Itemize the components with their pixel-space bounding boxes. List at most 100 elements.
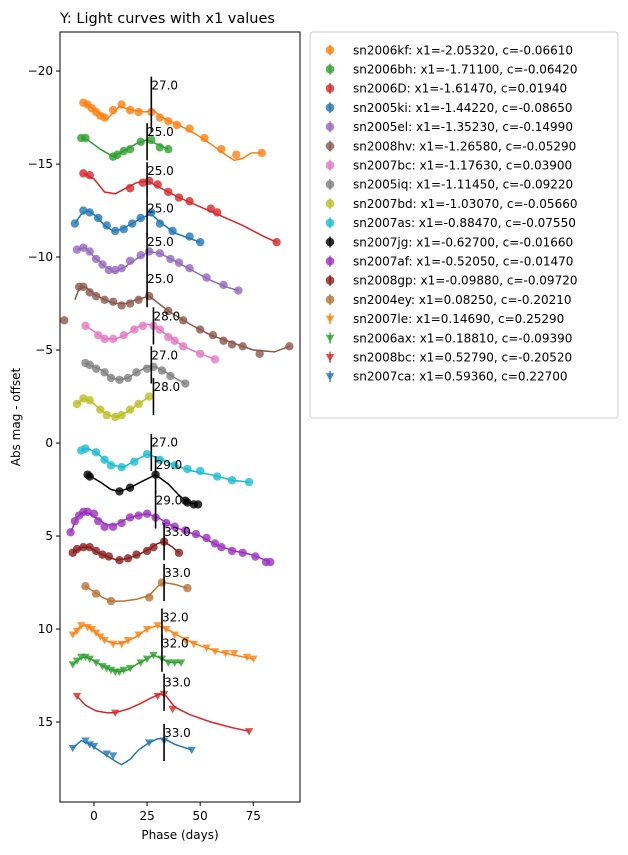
data-point <box>91 546 101 556</box>
data-point <box>85 655 94 663</box>
series-group <box>77 444 254 487</box>
series-group <box>68 651 186 677</box>
data-point <box>125 405 135 414</box>
data-point <box>68 631 77 639</box>
data-point <box>149 651 158 660</box>
series-group <box>79 169 281 247</box>
data-point <box>91 629 101 637</box>
peak-annotation: 25.0 <box>147 164 174 178</box>
data-point <box>108 522 118 531</box>
data-point <box>108 640 118 649</box>
data-point <box>106 596 116 606</box>
data-point <box>100 637 109 645</box>
data-point <box>100 334 109 344</box>
peak-annotation: 29.0 <box>156 493 183 507</box>
data-point <box>117 100 126 109</box>
series-group <box>72 392 154 422</box>
data-point <box>79 206 88 215</box>
data-point <box>100 113 109 122</box>
data-point <box>85 208 94 217</box>
data-point <box>219 336 228 345</box>
data-point <box>98 260 107 269</box>
data-point <box>98 663 107 671</box>
data-point <box>81 582 90 591</box>
data-point <box>66 528 75 537</box>
data-point <box>238 548 247 557</box>
data-point <box>79 394 88 403</box>
series-group <box>81 358 190 388</box>
legend-item: sn2006D: x1=-1.61470, c=0.01940 <box>325 82 567 96</box>
data-point <box>111 226 120 236</box>
data-point <box>87 625 97 634</box>
x-tick-label: 0 <box>90 809 98 823</box>
legend-label: sn2006ax: x1=0.18810, c=-0.09390 <box>353 331 572 345</box>
data-point <box>212 208 222 217</box>
data-point <box>168 705 177 714</box>
data-point <box>174 193 184 202</box>
data-point <box>72 627 82 636</box>
series-group <box>81 578 192 606</box>
data-point <box>117 518 126 528</box>
data-point <box>94 516 103 526</box>
y-axis-label: Abs mag - offset <box>9 367 23 466</box>
peak-annotation: 25.0 <box>147 201 174 215</box>
data-point <box>85 247 94 256</box>
annotation-layer: 27.0 25.0 25.0 25.0 25.0 25.0 28.0 27.0 28.0 27.0… <box>146 76 191 762</box>
data-point <box>85 741 94 749</box>
data-point <box>115 375 124 385</box>
y-tick-label: 15 <box>38 715 53 729</box>
y-tick-label: −10 <box>28 250 53 264</box>
data-point <box>79 169 88 178</box>
data-point <box>108 334 118 344</box>
data-point <box>217 144 226 154</box>
data-point <box>185 232 194 241</box>
peak-annotation: 33.0 <box>164 566 191 580</box>
legend: sn2006kf: x1=-2.05320, c=-0.06610 sn2006b… <box>309 31 619 419</box>
data-point <box>208 330 218 340</box>
series-group <box>68 622 258 663</box>
legend-marker <box>325 199 335 208</box>
peak-annotation: 29.0 <box>156 458 183 472</box>
legend-marker <box>325 122 335 132</box>
plot-frame <box>59 31 301 803</box>
data-point <box>164 659 173 667</box>
legend-label: sn2008gp: x1=-0.09880, c=-0.09720 <box>353 274 577 288</box>
data-point <box>174 548 184 557</box>
data-point <box>125 299 135 308</box>
legend-label: sn2007jg: x1=-0.62700, c=-0.01660 <box>353 235 573 249</box>
legend-marker <box>325 103 335 112</box>
data-point <box>91 589 101 598</box>
data-point <box>202 533 211 543</box>
legend-item: sn2006ax: x1=0.18810, c=-0.09390 <box>325 331 572 345</box>
data-point <box>102 221 111 230</box>
data-point <box>174 258 184 267</box>
data-point <box>183 464 192 474</box>
legend-item: sn2007as: x1=-0.88470, c=-0.07550 <box>325 216 576 230</box>
series-group <box>72 243 243 295</box>
data-point <box>79 282 88 292</box>
data-point <box>91 364 101 373</box>
legend-item: sn2007bd: x1=-1.03070, c=-0.05660 <box>325 197 577 211</box>
x-tick-label: 50 <box>193 809 208 823</box>
data-point <box>119 224 128 234</box>
data-point <box>125 483 135 492</box>
data-point <box>132 368 141 377</box>
data-point <box>166 254 175 264</box>
data-point <box>136 250 145 260</box>
x-axis-label: Phase (days) <box>141 828 218 842</box>
data-point <box>210 355 220 364</box>
legend-marker <box>325 141 335 151</box>
legend-frame <box>309 31 619 419</box>
data-point <box>164 187 173 197</box>
data-point <box>81 444 90 453</box>
data-point <box>125 664 135 673</box>
series-group <box>72 690 254 736</box>
peak-annotation: 27.0 <box>151 79 178 93</box>
legend-item: sn2008bc: x1=0.52790, c=-0.20520 <box>325 351 572 365</box>
y-tick-label: −5 <box>35 343 53 357</box>
legend-item: sn2008hv: x1=-1.26580, c=-0.05290 <box>325 139 576 153</box>
data-point <box>91 448 101 457</box>
data-point <box>81 321 90 331</box>
data-point <box>187 746 196 755</box>
data-point <box>166 371 175 381</box>
